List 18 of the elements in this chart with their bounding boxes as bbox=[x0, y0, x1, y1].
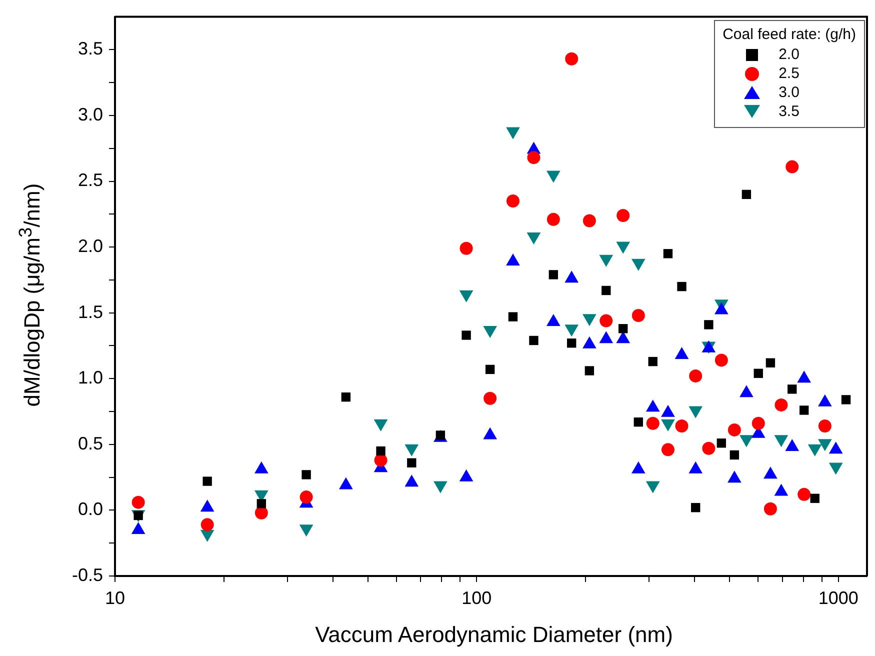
y-tick-label: -0.5 bbox=[72, 564, 103, 585]
y-tick-label: 3.0 bbox=[78, 104, 103, 124]
legend-label: 3.5 bbox=[778, 103, 800, 120]
x-tick-label: 10 bbox=[104, 588, 126, 608]
y-tick-label: 2.0 bbox=[78, 236, 103, 256]
legend-label: 2.5 bbox=[778, 65, 800, 82]
legend-title: Coal feed rate: (g/h) bbox=[722, 26, 856, 43]
x-axis-title: Vaccum Aerodynamic Diameter (nm) bbox=[314, 622, 674, 648]
x-tick-label: 100 bbox=[462, 588, 492, 608]
legend-label: 3.0 bbox=[778, 84, 800, 101]
y-tick-label: 0.0 bbox=[78, 499, 103, 520]
y-tick-label: 1.0 bbox=[78, 368, 103, 388]
y-tick-label: 0.5 bbox=[78, 433, 103, 454]
y-tick-label: 3.5 bbox=[78, 38, 103, 59]
legend-label: 2.0 bbox=[778, 46, 800, 63]
y-tick-label: 2.5 bbox=[78, 170, 103, 190]
y-tick-label: 1.5 bbox=[78, 302, 103, 322]
x-tick-label: 1000 bbox=[818, 588, 858, 608]
